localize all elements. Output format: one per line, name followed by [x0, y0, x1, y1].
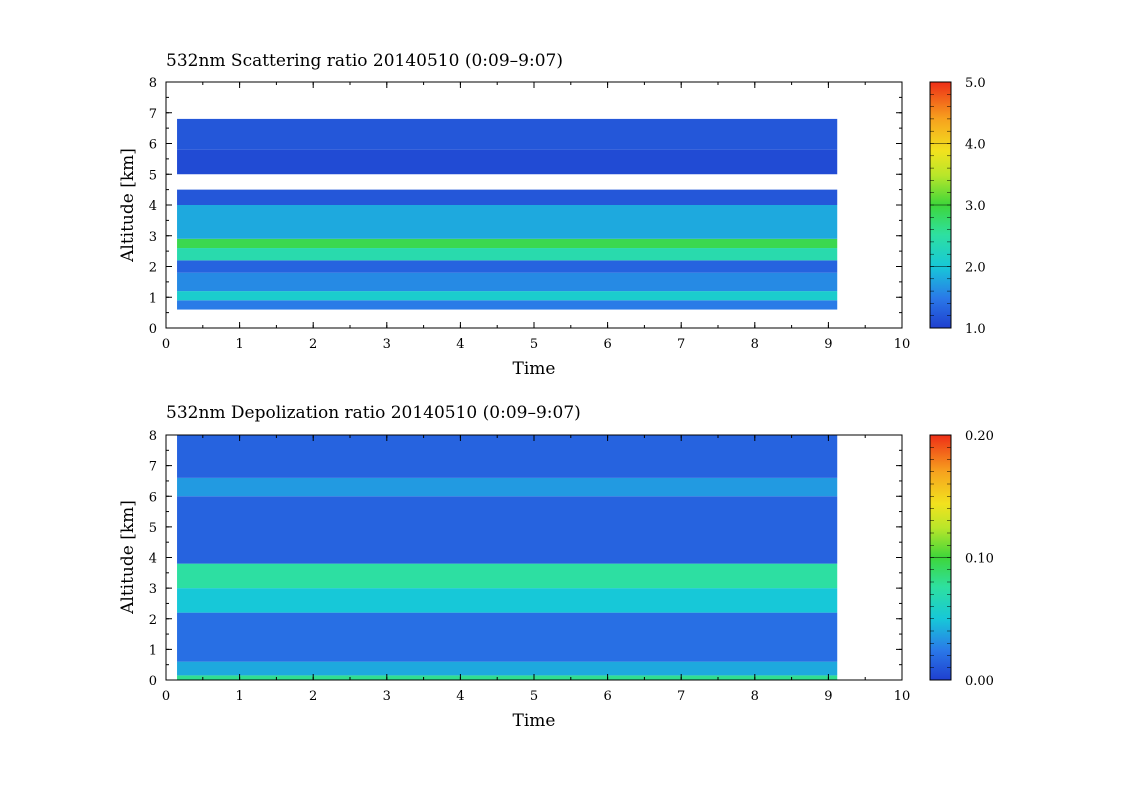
- x-tick-label: 0: [162, 337, 170, 352]
- chart-title: 532nm Scattering ratio 20140510 (0:09–9:…: [166, 51, 563, 71]
- y-tick-label: 5: [149, 521, 157, 536]
- heatmap-area: [177, 435, 838, 680]
- y-axis: 0 1 2 3 4 5 6 7 8: [149, 429, 902, 689]
- heatmap-layer: [177, 189, 838, 205]
- x-axis-label: Time: [513, 359, 556, 379]
- heatmap-layer: [177, 272, 838, 292]
- heatmap-layer: [177, 563, 838, 589]
- heatmap-layer: [177, 435, 838, 478]
- y-tick-label: 4: [149, 199, 157, 214]
- heatmap-layer: [177, 260, 838, 273]
- heatmap-layer: [177, 291, 838, 301]
- heatmap-layer: [177, 149, 838, 175]
- x-tick-label: 7: [677, 689, 685, 704]
- x-tick-label: 8: [751, 337, 759, 352]
- x-tick-label: 6: [603, 337, 611, 352]
- heatmap-layer: [177, 588, 838, 613]
- y-tick-label: 1: [149, 291, 157, 306]
- y-tick-label: 1: [149, 643, 157, 658]
- colorbar-tick-label: 5.0: [965, 76, 986, 91]
- y-tick-label: 4: [149, 552, 157, 567]
- y-tick-label: 7: [149, 107, 157, 122]
- heatmap-area: [177, 118, 838, 310]
- heatmap-layer: [177, 496, 838, 564]
- x-tick-label: 1: [235, 689, 243, 704]
- x-axis: 0 1 2 3 4 5 6 7 8 9 10: [162, 435, 910, 704]
- heatmap-layer: [177, 675, 838, 680]
- x-tick-label: 8: [751, 689, 759, 704]
- x-tick-label: 3: [383, 689, 391, 704]
- x-tick-label: 5: [530, 337, 538, 352]
- y-tick-label: 0: [149, 322, 157, 337]
- y-tick-label: 5: [149, 168, 157, 183]
- x-tick-label: 10: [894, 689, 911, 704]
- colorbar: 0.00 0.10 0.20: [929, 429, 994, 689]
- x-tick-label: 9: [824, 689, 832, 704]
- x-tick-label: 1: [235, 337, 243, 352]
- colorbar-tick-label: 4.0: [965, 138, 986, 153]
- heatmap-layer: [177, 477, 838, 497]
- y-tick-label: 6: [149, 490, 157, 505]
- y-tick-label: 2: [149, 613, 157, 628]
- y-tick-label: 2: [149, 261, 157, 276]
- heatmap-layer: [177, 238, 838, 249]
- x-tick-label: 3: [383, 337, 391, 352]
- x-axis-label: Time: [513, 711, 556, 731]
- y-tick-label: 8: [149, 76, 157, 91]
- heatmap-layer: [177, 661, 838, 676]
- heatmap-layer: [177, 248, 838, 261]
- x-tick-label: 6: [603, 689, 611, 704]
- y-tick-label: 0: [149, 674, 157, 689]
- colorbar: 1.0 2.0 3.0 4.0 5.0: [929, 76, 986, 337]
- x-tick-label: 0: [162, 689, 170, 704]
- heatmap-layer: [177, 205, 838, 239]
- x-axis: 0 1 2 3 4 5 6 7 8 9 10: [162, 82, 910, 352]
- depolarization-ratio-panel: 532nm Depolization ratio 20140510 (0:09–…: [118, 403, 994, 731]
- colorbar-ticks: 0.00 0.10 0.20: [930, 429, 994, 689]
- y-tick-label: 3: [149, 230, 157, 245]
- colorbar-ticks: 1.0 2.0 3.0 4.0 5.0: [930, 76, 986, 337]
- heatmap-layer: [177, 300, 838, 310]
- x-tick-label: 4: [456, 689, 464, 704]
- colorbar-tick-label: 0.10: [965, 552, 994, 567]
- x-tick-label: 2: [309, 689, 317, 704]
- colorbar-tick-label: 1.0: [965, 322, 986, 337]
- x-tick-label: 9: [824, 337, 832, 352]
- x-tick-label: 5: [530, 689, 538, 704]
- colorbar-tick-label: 2.0: [965, 261, 986, 276]
- colorbar-tick-label: 0.20: [965, 429, 994, 444]
- y-axis: 0 1 2 3 4 5 6 7 8: [149, 76, 902, 337]
- y-tick-label: 3: [149, 582, 157, 597]
- heatmap-layer: [177, 612, 838, 662]
- x-tick-label: 10: [894, 337, 911, 352]
- heatmap-layer: [177, 118, 838, 150]
- y-tick-label: 6: [149, 138, 157, 153]
- chart-title: 532nm Depolization ratio 20140510 (0:09–…: [166, 403, 581, 423]
- y-tick-label: 8: [149, 429, 157, 444]
- y-tick-label: 7: [149, 460, 157, 475]
- y-axis-label: Altitude [km]: [118, 148, 138, 263]
- colorbar-tick-label: 3.0: [965, 199, 986, 214]
- x-tick-label: 7: [677, 337, 685, 352]
- x-tick-label: 2: [309, 337, 317, 352]
- scattering-ratio-panel: 532nm Scattering ratio 20140510 (0:09–9:…: [118, 51, 986, 379]
- x-tick-label: 4: [456, 337, 464, 352]
- y-axis-label: Altitude [km]: [118, 500, 138, 615]
- colorbar-tick-label: 0.00: [965, 674, 994, 689]
